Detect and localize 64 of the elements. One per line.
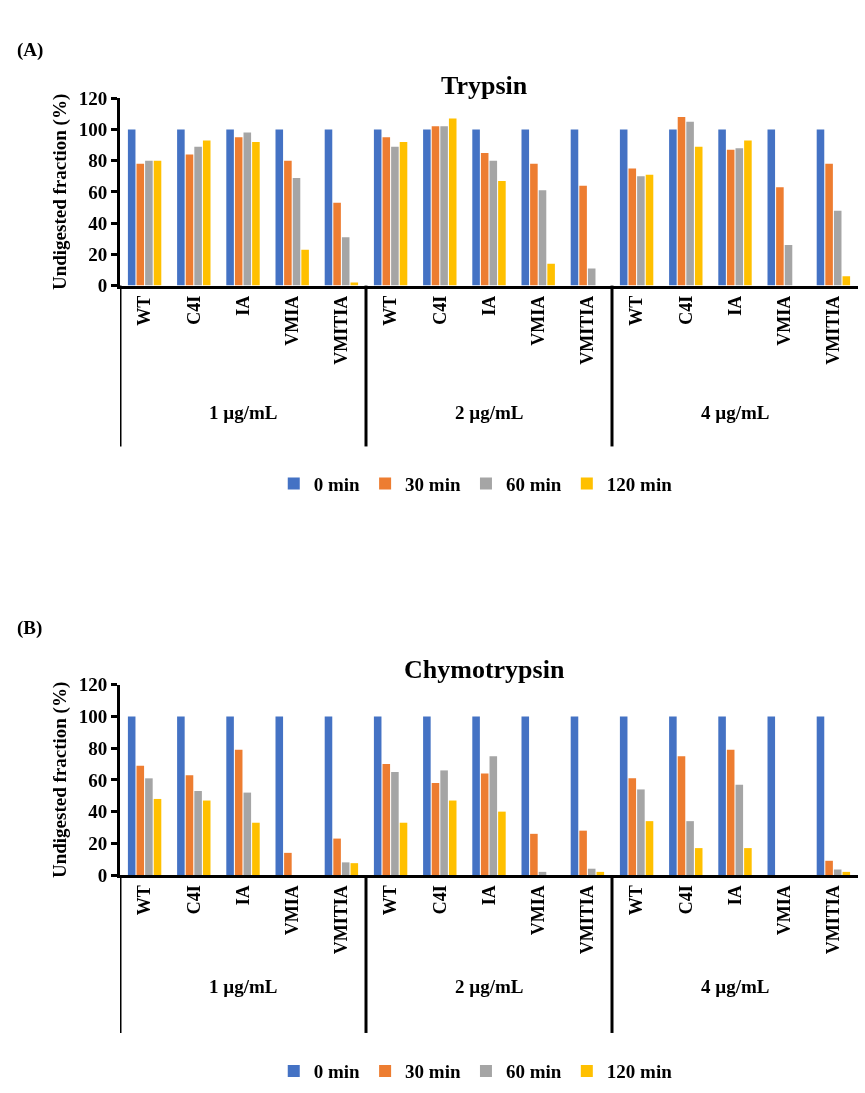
x-tick-label: VMITIA [331,295,352,365]
legend-label: 60 min [505,1061,562,1083]
text: 1 µg/mL [209,976,278,997]
text: 4 µg/mL [701,976,770,997]
x-tick-label: VMIA [528,885,549,936]
x-tick-label: VMIA [282,885,303,936]
y-tick-label: 120 [78,674,108,696]
x-tick-label: WT [626,885,647,916]
text: 2 µg/mL [455,976,524,997]
x-tick-label: C4I [675,295,696,325]
x-tick-label: WT [380,295,401,326]
legend-label: 0 min [313,473,361,495]
text: 1 µg/mL [209,402,278,423]
y-tick-label: 40 [88,212,108,234]
x-tick-label: VMIA [774,295,795,346]
x-tick-label: IA [232,885,253,906]
text: (B) [17,617,43,639]
chart-title: Trypsin [441,71,528,100]
x-tick-label: WT [134,885,155,916]
x-tick-label: IA [478,295,499,316]
x-tick-label: VMIA [528,295,549,346]
x-tick-label: IA [724,295,745,316]
y-tick-label: 80 [88,737,108,759]
x-tick-label: IA [478,885,499,906]
x-tick-label: VMITIA [577,885,598,955]
x-tick-label: VMIA [774,885,795,936]
x-tick-label: VMITIA [577,295,598,365]
y-tick-label: 60 [88,769,108,791]
x-tick-label: VMITIA [823,295,844,365]
x-tick-label: WT [380,885,401,916]
x-tick-label: IA [724,885,745,906]
legend-label: 120 min [606,1061,673,1083]
text: 2 µg/mL [455,402,524,423]
x-tick-label: VMIA [282,295,303,346]
legend-label: 60 min [505,473,562,495]
text: 4 µg/mL [701,402,770,423]
y-tick-label: 60 [88,181,108,203]
y-tick-label: 100 [78,706,108,728]
y-tick-label: 40 [88,801,108,823]
x-tick-label: C4I [429,885,450,915]
y-axis-title: Undigested fraction (%) [48,93,71,291]
legend-label: 30 min [405,1061,461,1083]
y-tick-label: 120 [78,87,108,109]
y-tick-label: 0 [97,864,108,886]
y-tick-label: 20 [88,832,108,854]
y-axis-title: Undigested fraction (%) [48,681,71,879]
x-tick-label: C4I [675,885,696,915]
x-tick-label: WT [134,295,155,326]
x-tick-label: C4I [429,295,450,325]
x-tick-label: C4I [183,885,204,915]
x-tick-label: VMITIA [331,885,352,955]
y-tick-label: 0 [97,275,108,297]
chart-title: Chymotrypsin [404,655,565,684]
y-tick-label: 80 [88,150,108,172]
legend-label: 0 min [313,1061,361,1083]
x-tick-label: C4I [183,295,204,325]
y-tick-label: 20 [88,244,108,266]
y-tick-label: 100 [78,119,108,141]
legend-label: 30 min [405,473,461,495]
text: (A) [17,39,44,61]
legend-label: 120 min [606,473,673,495]
x-tick-label: IA [232,295,253,316]
x-tick-label: WT [626,295,647,326]
x-tick-label: VMITIA [823,885,844,955]
